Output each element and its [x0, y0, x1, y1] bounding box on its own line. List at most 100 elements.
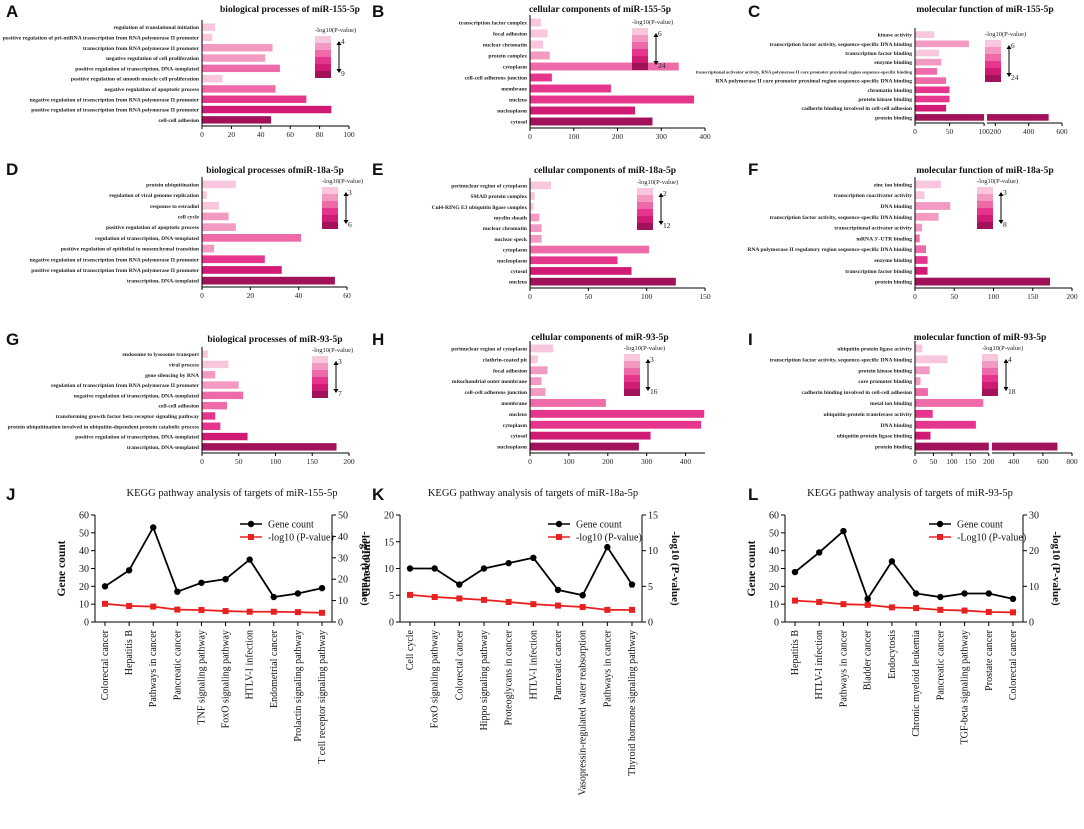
x-tick-label: Cell cycle	[405, 629, 416, 670]
bar	[915, 68, 938, 75]
legend-pvalue-marker	[248, 534, 254, 540]
gene-count-point	[937, 593, 944, 601]
panel-letter: I	[748, 330, 753, 349]
x-tick-label: Bladder cancer	[863, 629, 874, 690]
x-tick-label: TNF signaling pathway	[196, 630, 207, 724]
pvalue-point	[102, 600, 108, 607]
pvalue-point	[937, 606, 944, 613]
kegg-chart-l: KEGG pathway analysis of targets of miR-…	[746, 488, 1062, 744]
category-label: kinase activity	[878, 33, 913, 39]
bar-chart-a: biological processes of miR-155-5p regula…	[3, 5, 360, 139]
x-tick-label: 100	[568, 132, 580, 141]
bar	[202, 432, 248, 441]
category-label: transcription coactivator activity	[833, 193, 912, 199]
x-tick-label: Pancreatic cancer	[553, 629, 564, 700]
legend-swatch	[637, 209, 653, 216]
x-tick-label: Pathways in cancer	[148, 629, 159, 707]
bar	[915, 256, 928, 264]
category-label: ubiquitin protein ligase activity	[837, 346, 912, 352]
left-y-tick-label: 20	[384, 511, 394, 522]
chart-title: KEGG pathway analysis of targets of miR-…	[807, 488, 1013, 499]
bar	[202, 422, 221, 430]
legend-arrow-head-up	[336, 41, 342, 45]
category-label: membrane	[501, 401, 527, 407]
bar-chart-i: molecular function of miR-93-5pubiquitin…	[769, 333, 1077, 466]
x-tick-label: 0	[528, 132, 532, 141]
legend-pvalue-marker	[556, 534, 562, 540]
bar	[915, 409, 933, 418]
category-label: Cul4-RING E3 ubiquitin ligase complex	[432, 205, 528, 211]
bar-chart-c: molecular function of miR-155-5p kinase a…	[696, 5, 1068, 136]
bar	[530, 366, 548, 375]
panel-letter: E	[372, 160, 383, 179]
category-label: gene silencing by RNA	[145, 373, 199, 379]
category-label: nuclear speck	[494, 237, 528, 243]
left-y-tick-label: 5	[389, 591, 394, 602]
gene-count-point	[840, 527, 847, 535]
legend-swatch	[977, 215, 993, 222]
category-label: membrane	[501, 87, 527, 93]
category-label: transcription factor complex	[459, 21, 527, 27]
legend-gene-marker	[936, 520, 944, 528]
legend-swatch	[322, 194, 338, 201]
x-tick-label: T cell receptor signaling pathway	[317, 630, 328, 764]
right-y-tick-label: 0	[648, 618, 653, 629]
category-label: positive regulation of apoptotic process	[106, 225, 200, 231]
category-label: cadherin binding involved in cell-cell a…	[802, 106, 913, 112]
right-y-tick-label: 10	[1029, 582, 1039, 593]
legend-swatch	[624, 361, 640, 368]
legend-swatch	[624, 389, 640, 396]
bar-chart-b: cellular components of miR-155-5ptranscr…	[459, 5, 711, 141]
category-label: RNA polymerase II core promoter proximal…	[715, 79, 912, 85]
x-tick-label: 0	[528, 292, 532, 301]
bar	[530, 18, 541, 27]
gene-count-point	[456, 581, 463, 588]
x-tick-label: 600	[1037, 457, 1049, 466]
pvalue-line	[794, 599, 1014, 614]
category-label: transforming growth factor beta receptor…	[56, 414, 200, 420]
bar	[202, 266, 282, 274]
panel-letter: L	[748, 485, 758, 504]
bar	[530, 277, 676, 286]
pvalue-legend: -log10(P-value) 2 12	[637, 179, 678, 230]
bar	[530, 399, 606, 407]
category-label: positive regulation of pri-miRNA transcr…	[3, 35, 200, 41]
bar	[530, 355, 538, 364]
legend-title: -log10(P-value)	[312, 347, 353, 354]
legend-arrow-head-down	[343, 220, 349, 224]
legend-arrow-head-down	[1003, 387, 1009, 391]
chart-title: biological processes of miR-93-5p	[207, 335, 342, 345]
gene-count-point	[431, 565, 438, 572]
panel-letter: K	[372, 485, 385, 504]
legend-top-value: 3	[348, 188, 352, 197]
category-label: response to estradiol	[150, 204, 199, 210]
category-label: nucleoplasm	[497, 109, 527, 115]
bar	[915, 266, 928, 275]
x-tick-label: 0	[913, 127, 917, 136]
x-tick-label: 150	[699, 292, 711, 301]
panel-letter: H	[372, 330, 384, 349]
x-tick-label: 150	[965, 457, 977, 466]
category-label: cytosol	[511, 434, 528, 440]
legend-swatch	[322, 222, 338, 229]
right-y-tick-label: 10	[338, 596, 348, 607]
bar	[915, 420, 976, 429]
right-y-tick-label: 10	[648, 546, 658, 557]
chart-title: KEGG pathway analysis of targets of miR-…	[127, 488, 338, 499]
gene-count-point	[150, 524, 157, 531]
bar	[202, 191, 207, 199]
pvalue-point	[888, 604, 895, 611]
legend-swatch	[982, 354, 998, 361]
bar	[530, 388, 546, 396]
bar-chart-d: biological processes ofmiR-18a-5p protein…	[30, 166, 364, 300]
category-label: mitochondrial outer membrane	[452, 379, 528, 385]
x-tick-label: Hippo signaling pathway	[479, 630, 490, 731]
legend-gene-label: Gene count	[268, 520, 314, 531]
y2-axis-label: -log10 (P-value)	[1050, 531, 1062, 606]
bar	[915, 95, 950, 103]
x-tick-label: 200	[612, 132, 624, 141]
legend-title: -log10(P-value)	[637, 179, 678, 186]
category-label: SMAD protein complex	[471, 194, 528, 200]
legend-swatch	[637, 188, 653, 195]
bar	[202, 33, 213, 42]
